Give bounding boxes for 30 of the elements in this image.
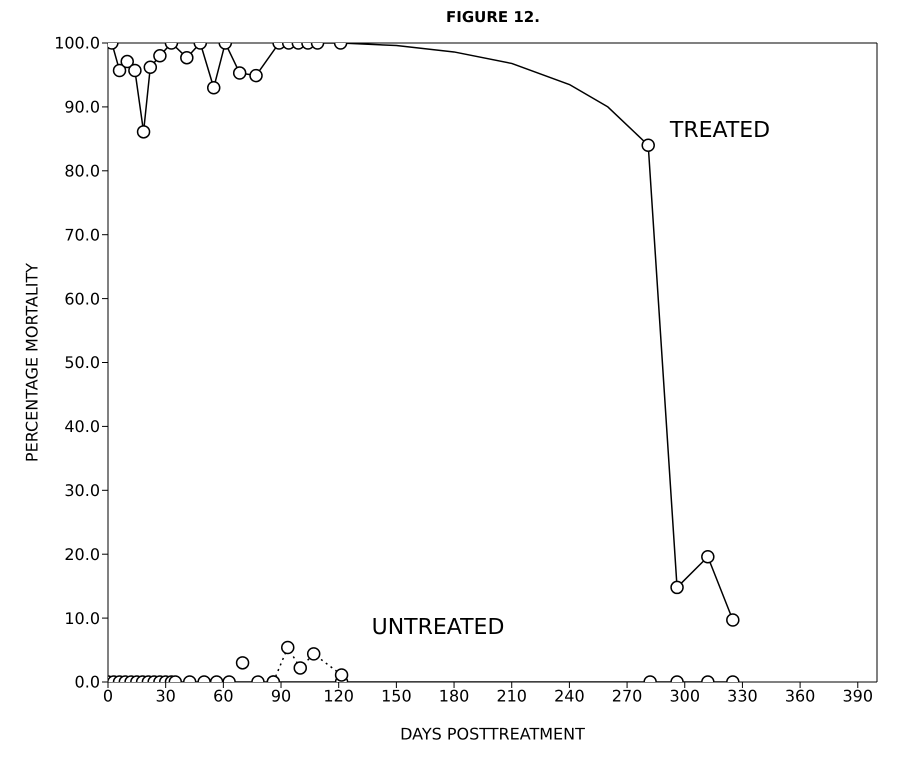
x-tick-label: 180	[438, 686, 470, 706]
chart-title: FIGURE 12.	[445, 8, 541, 28]
y-tick-label: 80.0	[64, 161, 100, 180]
x-tick-label: 60	[213, 686, 234, 706]
x-axis-title: DAYS POSTTREATMENT	[400, 724, 586, 744]
annotation: UNTREATED	[372, 615, 504, 640]
y-tick-label: 100.0	[54, 34, 100, 53]
x-tick-label: 270	[612, 686, 642, 706]
x-tick-label: 150	[381, 686, 412, 706]
x-tick-label: 210	[496, 686, 527, 706]
x-tick-label: 120	[323, 686, 354, 706]
y-tick-label: 40.0	[64, 417, 100, 436]
x-tick-label: 360	[784, 686, 816, 706]
x-tick-label: 240	[554, 686, 585, 706]
y-tick-label: 70.0	[64, 225, 100, 244]
x-tick-label: 300	[669, 686, 700, 706]
x-tick-label: 90	[270, 686, 292, 706]
y-tick-label: 90.0	[64, 98, 100, 117]
x-tick-label: 390	[842, 686, 874, 706]
y-axis-title: PERCENTAGE MORTALITY	[22, 262, 42, 462]
y-tick-label: 30.0	[64, 480, 100, 500]
y-tick-label: 0.0	[74, 672, 100, 692]
annotation: TREATED	[668, 118, 770, 143]
x-tick-label: 0	[102, 686, 114, 706]
y-tick-label: 50.0	[64, 353, 100, 372]
y-tick-label: 10.0	[64, 608, 100, 628]
x-tick-label: 30	[155, 686, 176, 706]
x-tick-label: 330	[727, 686, 758, 706]
y-tick-label: 20.0	[64, 544, 100, 564]
y-tick-label: 60.0	[64, 289, 100, 308]
